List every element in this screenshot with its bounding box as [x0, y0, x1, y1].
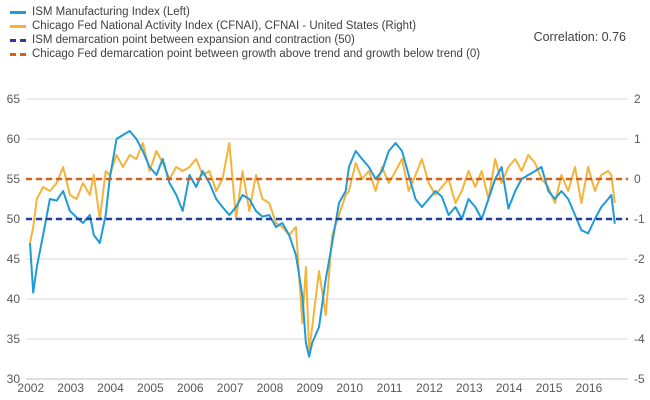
y-right-tick-label: 1	[634, 132, 641, 146]
legend-item-cfnai: Chicago Fed National Activity Index (CFN…	[10, 19, 480, 33]
x-tick-label: 2010	[336, 381, 363, 395]
x-tick-label: 2016	[576, 381, 603, 395]
legend-swatch-ism	[10, 10, 26, 14]
y-left-tick-label: 60	[7, 132, 21, 146]
y-left-tick-label: 65	[7, 92, 21, 106]
y-left-tick-label: 35	[7, 332, 21, 346]
legend-swatch-cfnai-demarcation	[10, 52, 26, 56]
legend-item-ism-demarcation: ISM demarcation point between expansion …	[10, 33, 480, 47]
y-left-tick-label: 55	[7, 172, 21, 186]
x-tick-label: 2013	[456, 381, 483, 395]
series-line-1	[29, 142, 616, 352]
y-left-tick-label: 30	[7, 372, 21, 386]
y-left-tick-label: 45	[7, 252, 21, 266]
y-right-tick-label: -5	[634, 372, 645, 386]
x-tick-label: 2006	[177, 381, 204, 395]
x-tick-label: 2008	[257, 381, 284, 395]
legend-label-ism: ISM Manufacturing Index (Left)	[32, 6, 190, 18]
series-line-0	[29, 130, 616, 358]
legend-item-cfnai-demarcation: Chicago Fed demarcation point between gr…	[10, 47, 480, 61]
correlation-annotation: Correlation: 0.76	[533, 30, 626, 44]
x-tick-label: 2015	[536, 381, 563, 395]
y-right-tick-label: -4	[634, 332, 645, 346]
x-tick-label: 2002	[17, 381, 44, 395]
y-right-tick-label: 2	[634, 92, 641, 106]
legend-item-ism: ISM Manufacturing Index (Left)	[10, 5, 480, 19]
y-left-tick-label: 50	[7, 212, 21, 226]
x-tick-label: 2012	[416, 381, 443, 395]
y-right-tick-label: 0	[634, 172, 641, 186]
legend-swatch-cfnai	[10, 24, 26, 28]
x-tick-label: 2007	[217, 381, 244, 395]
legend-label-cfnai: Chicago Fed National Activity Index (CFN…	[32, 20, 417, 32]
legend-swatch-ism-demarcation	[10, 38, 26, 42]
x-tick-label: 2003	[57, 381, 84, 395]
chart-legend: ISM Manufacturing Index (Left) Chicago F…	[10, 5, 480, 61]
y-right-tick-label: -2	[634, 252, 645, 266]
x-tick-label: 2011	[377, 381, 403, 395]
x-tick-label: 2009	[297, 381, 324, 395]
x-tick-label: 2004	[97, 381, 124, 395]
y-right-tick-label: -3	[634, 292, 645, 306]
legend-label-ism-demarcation: ISM demarcation point between expansion …	[32, 34, 355, 46]
x-tick-label: 2005	[137, 381, 164, 395]
y-left-tick-label: 40	[7, 292, 21, 306]
y-right-tick-label: -1	[634, 212, 645, 226]
legend-label-cfnai-demarcation: Chicago Fed demarcation point between gr…	[32, 48, 481, 60]
x-tick-label: 2014	[496, 381, 523, 395]
